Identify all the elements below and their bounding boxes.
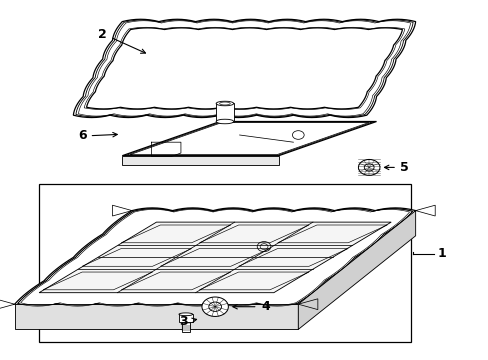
Polygon shape (15, 304, 298, 329)
Text: 3: 3 (179, 315, 188, 328)
Circle shape (364, 164, 373, 171)
Circle shape (358, 159, 379, 175)
Bar (39, 184, 410, 342)
Ellipse shape (219, 102, 230, 105)
Polygon shape (122, 122, 376, 156)
Bar (182, 322, 189, 332)
Text: 4: 4 (261, 300, 270, 313)
Bar (179, 314, 192, 322)
Polygon shape (15, 208, 415, 307)
Polygon shape (39, 222, 390, 293)
Circle shape (208, 302, 221, 311)
Polygon shape (122, 156, 278, 165)
Text: 5: 5 (399, 161, 408, 174)
Text: 2: 2 (98, 28, 107, 41)
Ellipse shape (179, 313, 192, 316)
Text: 1: 1 (437, 247, 446, 260)
Circle shape (202, 297, 228, 316)
Ellipse shape (216, 119, 233, 124)
Ellipse shape (216, 101, 233, 106)
Text: 6: 6 (78, 129, 86, 142)
Bar (216, 104, 233, 122)
Polygon shape (86, 28, 402, 109)
Polygon shape (298, 211, 415, 329)
Polygon shape (73, 19, 415, 117)
